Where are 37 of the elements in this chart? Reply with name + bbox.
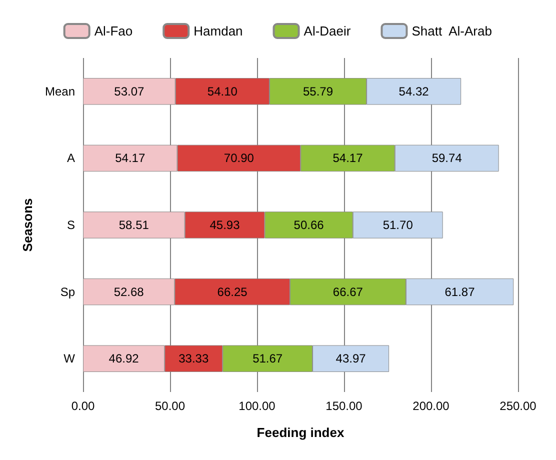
- data-label: 50.66: [294, 218, 324, 232]
- y-tick-label: A: [66, 151, 75, 166]
- x-tick-label: 50.00: [154, 399, 186, 413]
- x-tick-label: 250.00: [500, 399, 537, 413]
- data-label: 33.33: [178, 352, 209, 366]
- data-label: 51.70: [382, 218, 414, 232]
- data-label: 53.07: [114, 84, 145, 98]
- data-label: 58.51: [118, 218, 150, 232]
- legend-label: Al-Daeir: [304, 24, 352, 38]
- x-axis-title: Feeding index: [256, 425, 345, 440]
- data-label: 66.25: [217, 284, 248, 299]
- x-tick-label: 200.00: [412, 399, 450, 413]
- legend-label: Al-Fao: [94, 24, 133, 38]
- data-label: 55.79: [302, 84, 334, 98]
- legend-label: Shatt Al-Arab: [412, 24, 492, 38]
- data-label: 54.10: [207, 84, 238, 98]
- y-tick-label: Mean: [44, 84, 75, 98]
- data-label: 45.93: [210, 218, 240, 232]
- data-label: 54.17: [332, 151, 364, 166]
- data-label: 54.32: [398, 84, 430, 98]
- data-label: 52.68: [114, 284, 144, 299]
- data-label: 51.67: [252, 352, 283, 366]
- data-label: 54.17: [115, 151, 146, 166]
- y-tick-label: W: [64, 352, 76, 366]
- x-tick-label: 100.00: [238, 399, 276, 413]
- data-label: 59.74: [432, 151, 462, 166]
- y-tick-label: S: [66, 218, 75, 232]
- legend-label: Hamdan: [194, 24, 243, 38]
- y-tick-label: Sp: [60, 284, 76, 299]
- x-tick-label: 0.00: [71, 399, 95, 413]
- data-label: 46.92: [108, 352, 140, 366]
- data-label: 70.90: [224, 151, 254, 166]
- y-axis-title: Seasons: [20, 198, 36, 252]
- x-tick-label: 150.00: [326, 399, 363, 413]
- data-label: 43.97: [336, 352, 366, 366]
- data-label: 61.87: [444, 284, 476, 299]
- data-label: 66.67: [332, 284, 364, 299]
